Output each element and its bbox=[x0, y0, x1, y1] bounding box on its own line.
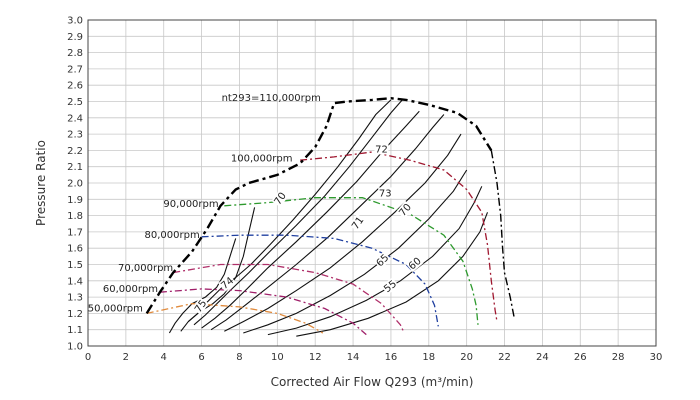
efficiency-contour bbox=[187, 99, 392, 323]
y-tick-label: 2.3 bbox=[67, 130, 83, 141]
x-tick-label: 12 bbox=[309, 352, 322, 363]
efficiency-label: 71 bbox=[350, 215, 366, 232]
efficiency-contour bbox=[180, 207, 256, 332]
efficiency-contour bbox=[296, 212, 489, 337]
efficiency-label-bg bbox=[396, 200, 414, 219]
speed-line bbox=[201, 234, 439, 327]
surge-line bbox=[145, 96, 493, 315]
efficiency-label: 70 bbox=[397, 202, 414, 219]
efficiency-label-bg bbox=[374, 143, 389, 155]
x-tick-label: 24 bbox=[536, 352, 549, 363]
y-tick-label: 1.9 bbox=[67, 195, 83, 206]
efficiency-contours bbox=[168, 99, 489, 337]
speed-label: 90,000rpm bbox=[163, 199, 218, 210]
efficiency-label: 75 bbox=[193, 298, 209, 315]
speed-lines bbox=[146, 151, 498, 336]
y-tick-label: 2.7 bbox=[67, 64, 83, 75]
y-tick-label: 2.9 bbox=[67, 32, 83, 43]
x-tick-label: 18 bbox=[422, 352, 435, 363]
speed-label: 70,000rpm bbox=[118, 263, 173, 274]
speed-line bbox=[146, 302, 324, 334]
tick-labels: 0 2 4 6 8 10 12 14 16 18 20 22 24 26 28 301.01.11.21.31… bbox=[67, 16, 662, 364]
y-tick-label: 1.1 bbox=[67, 325, 83, 336]
y-tick-label: 1.7 bbox=[67, 227, 83, 238]
x-tick-label: 0 bbox=[85, 352, 91, 363]
y-tick-label: 1.8 bbox=[67, 211, 83, 222]
x-tick-label: 20 bbox=[460, 352, 473, 363]
map-boundary bbox=[145, 96, 515, 317]
efficiency-label: 73 bbox=[379, 188, 392, 199]
efficiency-contour bbox=[243, 169, 468, 334]
x-tick-label: 22 bbox=[498, 352, 511, 363]
y-tick-label: 1.2 bbox=[67, 309, 83, 320]
y-tick-label: 2.8 bbox=[67, 48, 83, 59]
y-tick-label: 2.4 bbox=[67, 113, 83, 124]
speed-labels: 50,000rpm 60,000rpm 70,000rpm 80,000rpm 90,0… bbox=[88, 93, 321, 314]
efficiency-contour bbox=[267, 186, 483, 336]
efficiency-contour bbox=[224, 133, 462, 332]
efficiency-label: 72 bbox=[375, 144, 388, 155]
y-tick-label: 1.6 bbox=[67, 244, 83, 255]
speed-label: 100,000rpm bbox=[231, 154, 293, 165]
speed-label: nt293=110,000rpm bbox=[222, 93, 321, 104]
speed-line bbox=[224, 197, 479, 325]
y-tick-label: 3.0 bbox=[67, 16, 83, 27]
efficiency-label: 70 bbox=[273, 191, 289, 208]
x-tick-label: 30 bbox=[650, 352, 663, 363]
y-tick-label: 2.0 bbox=[67, 179, 83, 190]
y-tick-label: 2.5 bbox=[67, 97, 83, 108]
x-tick-label: 6 bbox=[198, 352, 204, 363]
efficiency-contour bbox=[210, 114, 445, 331]
efficiency-label-bg bbox=[405, 254, 424, 273]
speed-line bbox=[159, 288, 367, 336]
x-axis-label: Corrected Air Flow Q293 (m³/min) bbox=[271, 375, 474, 389]
plot-frame bbox=[87, 19, 657, 347]
speed-label: 50,000rpm bbox=[88, 304, 143, 315]
efficiency-label-bg bbox=[191, 297, 209, 315]
speed-line bbox=[300, 151, 498, 322]
y-tick-label: 1.5 bbox=[67, 260, 83, 271]
efficiency-contour bbox=[193, 99, 403, 326]
efficiency-contour bbox=[168, 238, 237, 334]
efficiency-label-bg bbox=[373, 251, 392, 270]
speed-label: 80,000rpm bbox=[145, 230, 200, 241]
speed-line bbox=[173, 263, 405, 334]
speed-label: 60,000rpm bbox=[103, 284, 158, 295]
y-tick-label: 1.4 bbox=[67, 276, 83, 287]
y-tick-label: 1.0 bbox=[67, 342, 83, 353]
choke-line bbox=[490, 150, 515, 317]
x-tick-label: 16 bbox=[385, 352, 398, 363]
x-tick-label: 10 bbox=[271, 352, 284, 363]
efficiency-label-bg bbox=[348, 214, 367, 232]
grid bbox=[87, 19, 657, 347]
x-tick-label: 2 bbox=[123, 352, 129, 363]
x-tick-label: 4 bbox=[161, 352, 167, 363]
y-tick-label: 2.6 bbox=[67, 81, 83, 92]
efficiency-label-bg bbox=[378, 187, 393, 199]
efficiency-label-bg bbox=[218, 274, 237, 292]
efficiency-label-bg bbox=[381, 277, 399, 295]
x-tick-label: 28 bbox=[612, 352, 625, 363]
y-axis-label: Pressure Ratio bbox=[34, 140, 48, 226]
efficiency-contour bbox=[201, 110, 420, 329]
x-tick-label: 26 bbox=[574, 352, 587, 363]
efficiency-label: 60 bbox=[407, 256, 424, 273]
x-tick-label: 8 bbox=[236, 352, 242, 363]
y-tick-label: 1.3 bbox=[67, 293, 83, 304]
y-tick-label: 2.2 bbox=[67, 146, 83, 157]
efficiency-label-bg bbox=[271, 189, 289, 208]
x-tick-label: 14 bbox=[347, 352, 360, 363]
y-tick-label: 2.1 bbox=[67, 162, 83, 173]
